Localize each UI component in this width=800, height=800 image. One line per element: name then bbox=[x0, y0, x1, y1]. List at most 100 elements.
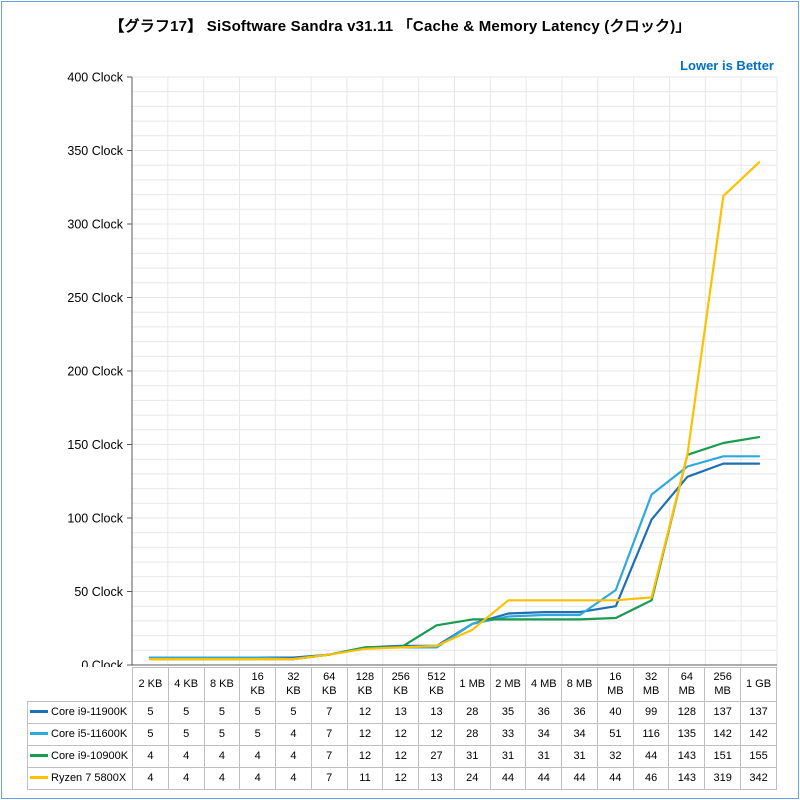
value-cell: 5 bbox=[132, 722, 169, 746]
value-cell: 12 bbox=[382, 722, 420, 746]
value-cell: 4 bbox=[167, 744, 205, 768]
value-cell: 5 bbox=[167, 700, 205, 724]
value-cell: 4 bbox=[275, 722, 312, 746]
category-header-cell: 256 MB bbox=[704, 667, 742, 702]
value-cell: 44 bbox=[489, 766, 527, 790]
value-cell: 4 bbox=[239, 766, 277, 790]
category-header-cell: 256 KB bbox=[382, 667, 420, 702]
y-tick-label: 150 Clock bbox=[67, 438, 123, 452]
category-header-cell: 4 MB bbox=[525, 667, 563, 702]
value-cell: 32 bbox=[596, 744, 634, 768]
category-header-cell: 128 KB bbox=[346, 667, 384, 702]
value-cell: 155 bbox=[740, 744, 777, 768]
value-cell: 31 bbox=[561, 744, 598, 768]
value-cell: 44 bbox=[632, 744, 670, 768]
value-cell: 27 bbox=[418, 744, 455, 768]
value-cell: 5 bbox=[203, 700, 241, 724]
value-cell: 46 bbox=[632, 766, 670, 790]
value-cell: 7 bbox=[310, 722, 348, 746]
value-cell: 36 bbox=[561, 700, 598, 724]
y-tick-label: 300 Clock bbox=[67, 218, 123, 232]
value-cell: 31 bbox=[525, 744, 563, 768]
y-tick-label: 200 Clock bbox=[67, 365, 123, 379]
series-line-core-i5-11600k bbox=[148, 455, 761, 661]
value-cell: 31 bbox=[489, 744, 527, 768]
value-cell: 5 bbox=[203, 722, 241, 746]
category-header-cell: 8 MB bbox=[561, 667, 598, 702]
value-cell: 4 bbox=[275, 766, 312, 790]
value-cell: 28 bbox=[453, 700, 491, 724]
value-cell: 116 bbox=[632, 722, 670, 746]
value-cell: 12 bbox=[382, 744, 420, 768]
category-header-cell: 1 GB bbox=[740, 667, 777, 702]
category-header-cell: 32 KB bbox=[275, 667, 312, 702]
value-cell: 12 bbox=[346, 722, 384, 746]
value-cell: 4 bbox=[203, 766, 241, 790]
value-cell: 28 bbox=[453, 722, 491, 746]
y-tick-label: 100 Clock bbox=[67, 512, 123, 526]
value-cell: 5 bbox=[132, 700, 169, 724]
value-cell: 40 bbox=[596, 700, 634, 724]
value-cell: 51 bbox=[596, 722, 634, 746]
series-name-label: Ryzen 7 5800X bbox=[51, 771, 127, 784]
y-tick-label: 400 Clock bbox=[67, 71, 123, 85]
category-header-cell: 16 MB bbox=[596, 667, 634, 702]
value-cell: 4 bbox=[167, 766, 205, 790]
value-cell: 36 bbox=[525, 700, 563, 724]
lower-is-better-note: Lower is Better bbox=[680, 58, 774, 73]
value-cell: 12 bbox=[418, 722, 455, 746]
value-cell: 4 bbox=[239, 744, 277, 768]
series-name-label: Core i9-11900K bbox=[51, 705, 128, 718]
value-cell: 143 bbox=[668, 766, 706, 790]
category-header-cell: 512 KB bbox=[418, 667, 455, 702]
y-tick-label: 0 Clock bbox=[81, 659, 123, 668]
value-cell: 4 bbox=[275, 744, 312, 768]
value-cell: 137 bbox=[704, 700, 742, 724]
value-cell: 44 bbox=[525, 766, 563, 790]
value-cell: 135 bbox=[668, 722, 706, 746]
value-cell: 7 bbox=[310, 766, 348, 790]
value-cell: 24 bbox=[453, 766, 491, 790]
value-cell: 34 bbox=[525, 722, 563, 746]
value-cell: 143 bbox=[668, 744, 706, 768]
value-cell: 128 bbox=[668, 700, 706, 724]
value-cell: 99 bbox=[632, 700, 670, 724]
value-cell: 319 bbox=[704, 766, 742, 790]
category-header-row: 2 KB 4 KB 8 KB 16 KB 32 KB 64 KB 128 KB 256 KB 5… bbox=[28, 667, 777, 702]
category-header-cell: 2 MB bbox=[489, 667, 527, 702]
value-cell: 151 bbox=[704, 744, 742, 768]
value-cell: 142 bbox=[740, 722, 777, 746]
series-label-cell: Core i5-11600K bbox=[27, 722, 133, 746]
value-cell: 4 bbox=[132, 744, 169, 768]
category-header-cell: 16 KB bbox=[239, 667, 277, 702]
value-cell: 5 bbox=[239, 722, 277, 746]
category-header-cell: 64 MB bbox=[668, 667, 706, 702]
series-color-swatch-icon bbox=[30, 775, 48, 779]
category-header-cell: 2 KB bbox=[132, 667, 169, 702]
y-tick-label: 250 Clock bbox=[67, 291, 123, 305]
value-cell: 12 bbox=[346, 700, 384, 724]
y-tick-label: 350 Clock bbox=[67, 144, 123, 158]
value-cell: 11 bbox=[346, 766, 384, 790]
series-row: Core i9-11900K 5 5 5 5 5 7 12 13 13 28 35 36 36 40 99 12… bbox=[27, 700, 777, 724]
series-color-swatch-icon bbox=[30, 709, 48, 713]
value-cell: 5 bbox=[275, 700, 312, 724]
value-cell: 35 bbox=[489, 700, 527, 724]
value-cell: 4 bbox=[132, 766, 169, 790]
category-header-cell: 32 MB bbox=[632, 667, 670, 702]
value-cell: 142 bbox=[704, 722, 742, 746]
y-tick-label: 50 Clock bbox=[74, 585, 123, 599]
category-header-cell: 8 KB bbox=[203, 667, 241, 702]
value-cell: 34 bbox=[561, 722, 598, 746]
series-row: Core i9-10900K 4 4 4 4 4 7 12 12 27 31 31 31 31 32 44 14… bbox=[27, 744, 777, 768]
series-color-swatch-icon bbox=[30, 731, 48, 735]
value-cell: 13 bbox=[418, 700, 455, 724]
series-line-ryzen-7-5800x bbox=[148, 161, 761, 661]
page-title: 【グラフ17】 SiSoftware Sandra v31.11 「Cache … bbox=[109, 18, 691, 35]
value-cell: 12 bbox=[346, 744, 384, 768]
value-cell: 31 bbox=[453, 744, 491, 768]
value-cell: 7 bbox=[310, 744, 348, 768]
series-label-cell: Core i9-11900K bbox=[27, 700, 133, 724]
category-header-cell: 4 KB bbox=[167, 667, 205, 702]
